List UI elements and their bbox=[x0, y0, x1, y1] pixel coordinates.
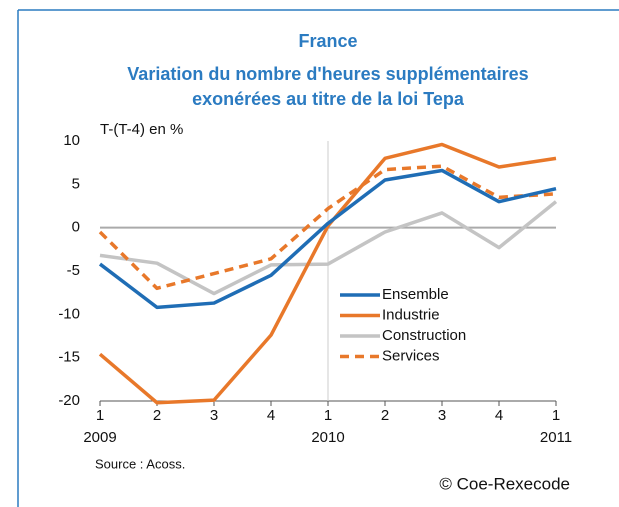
x-tick-label: 1 bbox=[552, 407, 560, 424]
y-tick-label: -20 bbox=[58, 392, 80, 409]
y-tick-label: -15 bbox=[58, 349, 80, 366]
y-tick-label: 10 bbox=[63, 132, 80, 149]
x-tick-label: 1 bbox=[324, 407, 332, 424]
chart-title: France bbox=[298, 31, 357, 51]
series-line bbox=[98, 164, 557, 291]
series-line bbox=[98, 142, 557, 405]
y-tick-label: -5 bbox=[67, 262, 80, 279]
legend-label: Ensemble bbox=[382, 286, 449, 303]
x-tick-label: 4 bbox=[495, 407, 503, 424]
y-tick-label: 5 bbox=[72, 175, 80, 192]
chart-subtitle: Variation du nombre d'heures supplémenta… bbox=[127, 64, 528, 84]
x-tick-label: 4 bbox=[267, 407, 275, 424]
y-tick-label: -10 bbox=[58, 305, 80, 322]
credit: © Coe-Rexecode bbox=[439, 474, 570, 493]
y-tick-label: 0 bbox=[72, 219, 80, 236]
x-tick-label: 3 bbox=[438, 407, 446, 424]
series-line bbox=[99, 200, 558, 296]
legend-label: Services bbox=[382, 347, 440, 364]
x-tick-label: 3 bbox=[210, 407, 218, 424]
year-label: 2011 bbox=[540, 429, 572, 446]
x-tick-label: 2 bbox=[381, 407, 389, 424]
source: Source : Acoss. bbox=[95, 456, 185, 471]
legend-label: Industrie bbox=[382, 306, 440, 323]
series-line bbox=[98, 168, 557, 310]
y-axis-label: T-(T-4) en % bbox=[100, 121, 183, 138]
year-label: 2009 bbox=[83, 429, 116, 446]
legend-label: Construction bbox=[382, 327, 466, 344]
year-label: 2010 bbox=[311, 429, 344, 446]
x-tick-label: 1 bbox=[96, 407, 104, 424]
chart-subtitle: exonérées au titre de la loi Tepa bbox=[192, 89, 465, 109]
x-tick-label: 2 bbox=[153, 407, 161, 424]
